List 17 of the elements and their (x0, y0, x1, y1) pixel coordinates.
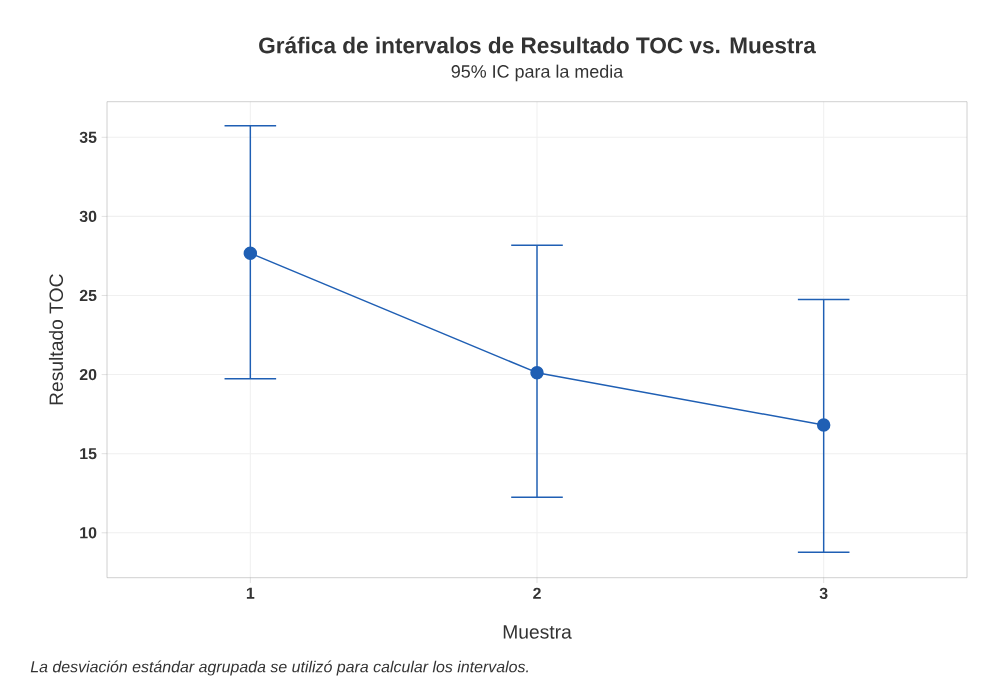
y-tick-label: 20 (79, 368, 97, 381)
x-tick-label: 2 (533, 587, 541, 599)
y-axis-title: Resultado TOC (48, 274, 64, 405)
y-tick-label: 35 (79, 131, 97, 143)
y-tick-label: 15 (80, 448, 97, 460)
y-tick-label: 25 (79, 289, 97, 302)
y-tick-label: 10 (80, 527, 97, 539)
text: La desviación estándar agrupada se utilizó para calcular los intervalos. (30, 660, 528, 676)
x-tick-label: 3 (819, 587, 828, 600)
x-tick-label: 1 (246, 587, 255, 599)
point (816, 418, 831, 432)
y-tick-label: 30 (79, 210, 97, 223)
chart-subtitle: 95% IC para la media (451, 64, 624, 82)
point (243, 246, 258, 260)
chart-title: Gráfica de intervalos de Resultado TOC vs. Muestra (259, 36, 816, 54)
point (530, 365, 544, 380)
x-axis-title: Muestra (503, 625, 572, 639)
